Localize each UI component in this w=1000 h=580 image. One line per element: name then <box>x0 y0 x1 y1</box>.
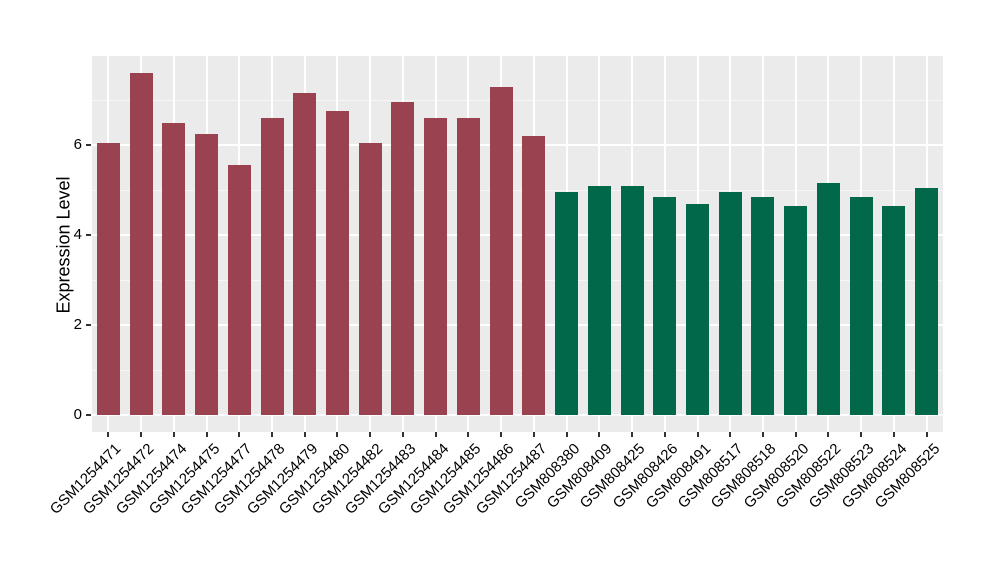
y-tick-mark <box>86 144 91 146</box>
bar <box>653 196 677 415</box>
x-tick-mark <box>369 432 372 437</box>
bar <box>129 73 153 415</box>
bar <box>358 142 382 415</box>
x-tick-mark <box>303 432 306 437</box>
x-tick-mark <box>663 432 666 437</box>
plot-panel <box>92 56 943 432</box>
x-tick-mark <box>467 432 470 437</box>
bar <box>816 183 840 415</box>
bar <box>620 185 644 415</box>
x-tick-mark <box>761 432 764 437</box>
bar <box>391 102 415 415</box>
bar <box>227 165 251 415</box>
bar <box>555 192 579 415</box>
x-tick-mark <box>336 432 339 437</box>
x-tick-mark <box>205 432 208 437</box>
gridline-horizontal-major <box>92 144 943 146</box>
x-tick-mark <box>827 432 830 437</box>
y-tick-label: 6 <box>73 136 82 153</box>
x-tick-mark <box>500 432 503 437</box>
x-tick-mark <box>565 432 568 437</box>
x-tick-mark <box>532 432 535 437</box>
bar <box>882 205 906 415</box>
bar <box>424 118 448 415</box>
x-tick-mark <box>107 432 110 437</box>
x-tick-mark <box>860 432 863 437</box>
y-tick-mark <box>86 234 91 236</box>
bar <box>915 187 939 415</box>
y-tick-mark <box>86 414 91 416</box>
bar <box>195 133 219 415</box>
x-tick-mark <box>140 432 143 437</box>
gridline-horizontal-minor <box>92 279 943 281</box>
gridline-horizontal-minor <box>92 99 943 101</box>
bar <box>325 111 349 415</box>
x-tick-mark <box>271 432 274 437</box>
x-tick-mark <box>434 432 437 437</box>
x-tick-mark <box>631 432 634 437</box>
x-tick-mark <box>598 432 601 437</box>
gridline-horizontal-major <box>92 234 943 236</box>
y-tick-mark <box>86 324 91 326</box>
gridline-horizontal-major <box>92 324 943 326</box>
gridline-horizontal-minor <box>92 189 943 191</box>
bar <box>162 122 186 415</box>
x-tick-mark <box>925 432 928 437</box>
y-tick-label: 4 <box>73 226 82 243</box>
y-tick-label: 0 <box>73 406 82 423</box>
bar <box>522 136 546 415</box>
bar <box>260 118 284 415</box>
x-tick-mark <box>238 432 241 437</box>
gridline-horizontal-minor <box>92 369 943 371</box>
bar <box>293 93 317 415</box>
y-axis-title: Expression Level <box>53 176 74 314</box>
bar <box>751 196 775 415</box>
bar <box>686 203 710 415</box>
y-tick-label: 2 <box>73 316 82 333</box>
bar <box>849 196 873 415</box>
bar <box>96 142 120 415</box>
bar <box>489 86 513 415</box>
bar <box>587 185 611 415</box>
gridline-horizontal-major <box>92 414 943 416</box>
bar <box>784 205 808 415</box>
bar <box>718 192 742 415</box>
x-tick-mark <box>172 432 175 437</box>
x-tick-mark <box>794 432 797 437</box>
x-tick-mark <box>696 432 699 437</box>
bar <box>456 118 480 415</box>
x-tick-mark <box>892 432 895 437</box>
x-tick-mark <box>401 432 404 437</box>
x-tick-mark <box>729 432 732 437</box>
